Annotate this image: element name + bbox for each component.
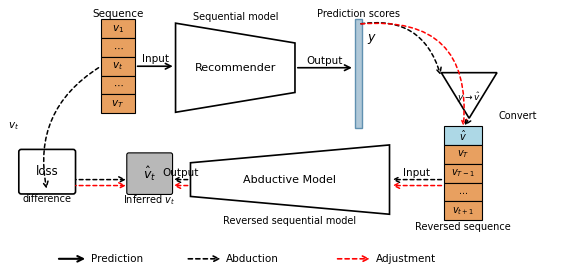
- Text: $v_T$: $v_T$: [112, 98, 124, 110]
- Bar: [101, 57, 135, 76]
- FancyBboxPatch shape: [127, 153, 173, 194]
- Bar: [444, 183, 482, 201]
- Text: loss: loss: [36, 165, 58, 178]
- Polygon shape: [441, 73, 497, 118]
- Text: Output: Output: [162, 168, 199, 178]
- Text: difference: difference: [23, 194, 72, 204]
- Bar: [101, 19, 135, 38]
- Text: Sequence: Sequence: [92, 9, 143, 19]
- Text: Abduction: Abduction: [227, 254, 279, 264]
- Bar: [101, 38, 135, 57]
- Text: $y$: $y$: [366, 32, 376, 46]
- Text: Adjustment: Adjustment: [376, 254, 436, 264]
- Text: Convert: Convert: [499, 111, 538, 121]
- Text: Input: Input: [142, 54, 169, 64]
- Bar: [355, 19, 362, 128]
- Text: Prediction scores: Prediction scores: [317, 9, 399, 19]
- Text: $v_{t+1}$: $v_{t+1}$: [452, 205, 475, 217]
- Polygon shape: [191, 145, 390, 214]
- Text: Prediction: Prediction: [91, 254, 143, 264]
- Text: Recommender: Recommender: [195, 63, 276, 73]
- Bar: [444, 201, 482, 220]
- Text: $\hat{v}$: $\hat{v}$: [459, 129, 467, 143]
- Bar: [444, 145, 482, 164]
- Text: Reversed sequential model: Reversed sequential model: [224, 216, 357, 226]
- Text: $v_{T-1}$: $v_{T-1}$: [451, 167, 475, 179]
- Text: Output: Output: [307, 56, 343, 66]
- Text: Abductive Model: Abductive Model: [243, 175, 336, 185]
- Text: Sequential model: Sequential model: [192, 12, 278, 22]
- FancyBboxPatch shape: [19, 150, 76, 194]
- Text: $v_t$: $v_t$: [112, 60, 124, 72]
- Text: $\hat{v}_t$: $\hat{v}_t$: [143, 165, 156, 183]
- Text: $y{\to}\hat{v}$: $y{\to}\hat{v}$: [457, 90, 481, 105]
- Text: $v_T$: $v_T$: [457, 148, 469, 160]
- Text: $v_1$: $v_1$: [112, 23, 124, 34]
- Text: $\cdots$: $\cdots$: [113, 43, 123, 52]
- Bar: [101, 94, 135, 113]
- Text: $\cdots$: $\cdots$: [113, 80, 123, 90]
- Bar: [444, 164, 482, 183]
- Text: Inferred $v_t$: Inferred $v_t$: [124, 193, 176, 207]
- Polygon shape: [176, 23, 295, 112]
- Bar: [101, 76, 135, 94]
- Text: $\cdots$: $\cdots$: [458, 188, 468, 197]
- Bar: [444, 126, 482, 145]
- Text: Input: Input: [403, 168, 431, 178]
- Text: $v_t$: $v_t$: [8, 120, 19, 132]
- Text: Reversed sequence: Reversed sequence: [415, 222, 511, 232]
